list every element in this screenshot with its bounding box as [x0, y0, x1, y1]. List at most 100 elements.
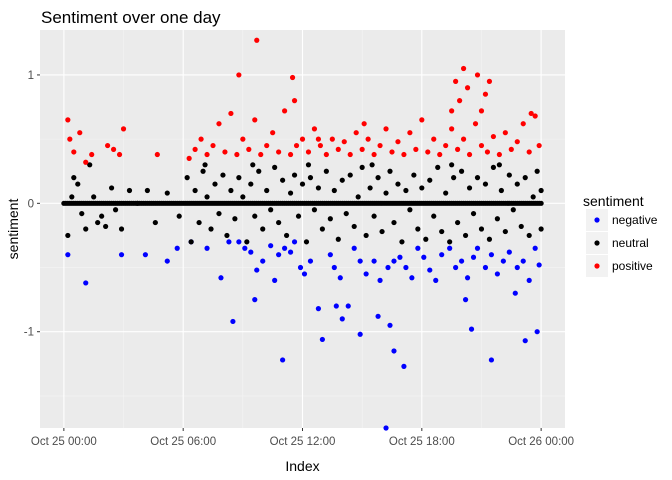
point-positive [472, 121, 479, 127]
point-neutral [112, 207, 119, 213]
point-negative [401, 363, 407, 369]
point-negative [403, 264, 409, 271]
point-positive [484, 149, 491, 155]
point-positive [120, 126, 127, 132]
point-positive [264, 142, 270, 149]
point-neutral [387, 168, 393, 174]
point-negative [383, 425, 389, 431]
point-positive [192, 146, 198, 152]
point-neutral [494, 216, 500, 222]
x-axis-title: Index [285, 458, 319, 474]
point-negative [339, 316, 345, 322]
point-neutral [91, 194, 97, 200]
point-negative [377, 277, 383, 283]
point-neutral [443, 190, 449, 196]
point-neutral [323, 168, 329, 174]
point-positive [460, 136, 467, 142]
point-neutral [236, 175, 242, 181]
point-negative [468, 326, 475, 332]
point-negative [351, 245, 357, 251]
point-positive [323, 151, 329, 158]
point-positive [365, 136, 371, 142]
point-negative [333, 303, 339, 309]
point-positive [204, 151, 210, 158]
point-negative [385, 264, 391, 271]
point-positive [532, 113, 538, 119]
point-neutral [65, 232, 71, 239]
point-neutral [435, 164, 441, 170]
point-negative [391, 258, 397, 264]
point-neutral [152, 219, 158, 226]
point-neutral [514, 181, 520, 187]
point-positive [401, 151, 407, 158]
point-negative [65, 252, 71, 258]
y-tick-label: 0 [28, 198, 34, 210]
point-neutral [212, 181, 218, 187]
point-positive [329, 136, 335, 142]
point-neutral [291, 172, 298, 178]
point-negative [272, 277, 278, 283]
point-neutral [99, 213, 105, 219]
point-positive [496, 151, 502, 158]
point-positive [77, 130, 83, 136]
point-positive [474, 72, 481, 78]
point-negative [357, 331, 363, 337]
legend-marker-neutral [594, 240, 600, 246]
point-neutral [75, 181, 81, 187]
point-negative [494, 271, 500, 277]
point-neutral [208, 226, 214, 232]
point-neutral [343, 210, 349, 217]
point-positive [198, 136, 204, 142]
point-neutral [79, 210, 85, 217]
point-positive [67, 136, 73, 142]
point-neutral [478, 226, 485, 232]
point-neutral [379, 228, 385, 235]
point-positive [359, 146, 365, 152]
point-negative [427, 267, 433, 273]
point-positive [311, 126, 318, 132]
point-neutral [244, 239, 250, 245]
point-neutral [307, 175, 314, 181]
point-negative [287, 249, 294, 255]
point-neutral [451, 175, 457, 181]
point-neutral [164, 190, 170, 196]
point-neutral [339, 177, 345, 183]
point-neutral [415, 226, 421, 232]
point-negative [319, 336, 325, 343]
point-positive [186, 155, 192, 161]
point-positive [413, 146, 419, 152]
point-positive [210, 142, 216, 149]
point-negative [439, 252, 445, 258]
point-neutral [295, 213, 302, 219]
point-positive [455, 146, 461, 152]
point-negative [506, 249, 512, 255]
point-positive [353, 130, 359, 136]
point-neutral [311, 207, 318, 213]
point-positive [105, 142, 111, 149]
point-negative [315, 306, 322, 312]
point-negative [433, 277, 439, 283]
point-neutral [455, 219, 461, 226]
point-neutral [518, 223, 524, 230]
point-neutral [419, 185, 425, 191]
point-positive [453, 78, 459, 84]
legend-label-negative: negative [612, 213, 658, 227]
point-positive [305, 149, 312, 155]
point-positive [514, 139, 520, 145]
point-negative [226, 239, 232, 245]
x-tick-label: Oct 26 00:00 [508, 436, 574, 448]
point-neutral [526, 232, 532, 239]
point-positive [443, 142, 449, 149]
point-negative [337, 275, 343, 281]
point-neutral [490, 164, 497, 170]
point-neutral [144, 187, 150, 194]
point-positive [287, 151, 294, 158]
point-neutral [200, 168, 206, 174]
point-neutral [228, 187, 234, 194]
point-neutral [319, 226, 325, 232]
point-negative [462, 297, 469, 303]
point-positive [317, 142, 323, 149]
y-tick-label: -1 [24, 327, 34, 339]
legend-label-positive: positive [612, 259, 653, 273]
